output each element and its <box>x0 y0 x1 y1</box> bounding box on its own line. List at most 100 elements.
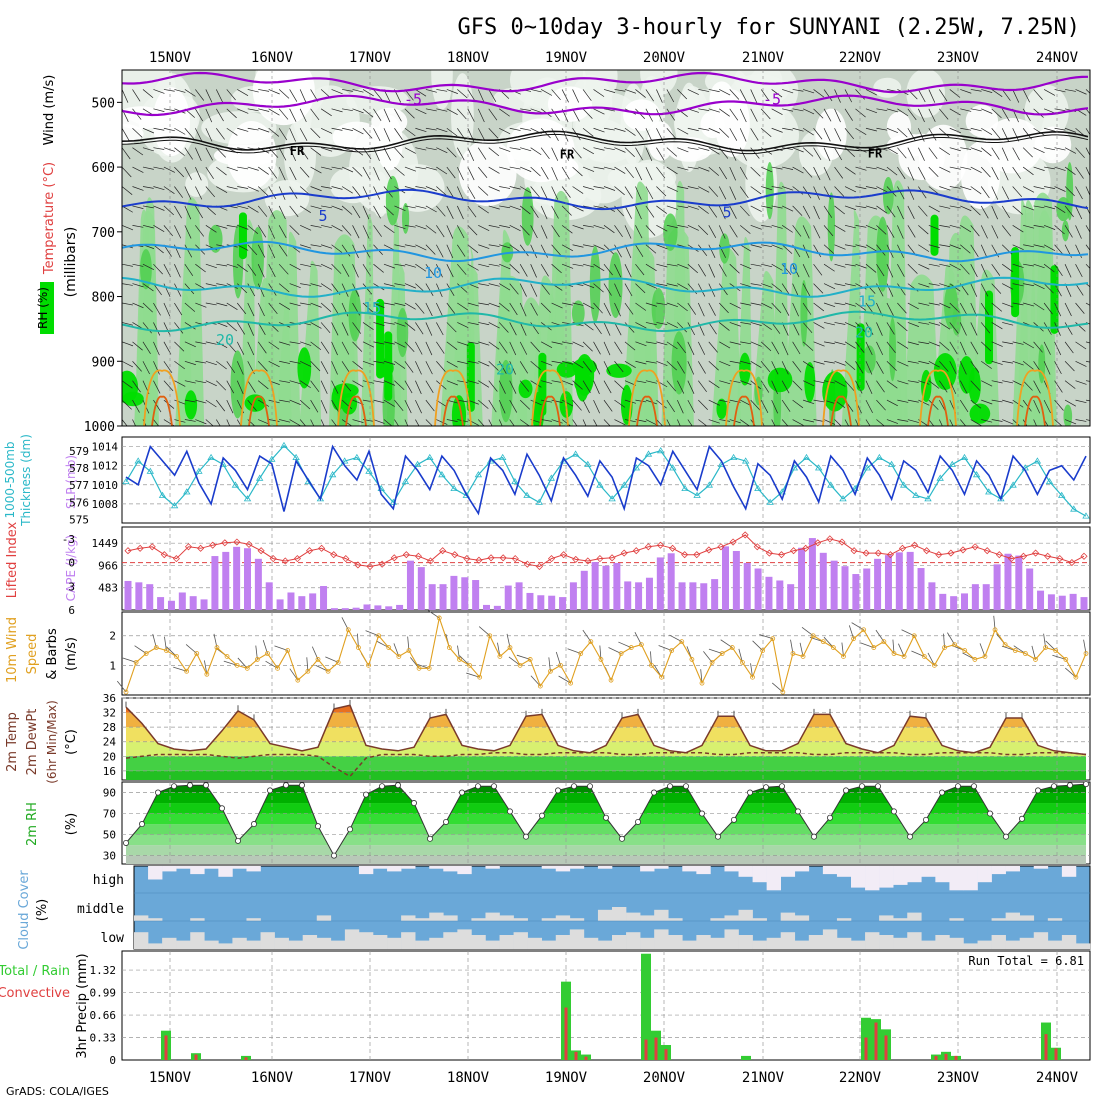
wind-barb <box>1085 166 1090 177</box>
wind-barb <box>436 302 443 317</box>
wind-barb <box>341 205 353 215</box>
wind-barb <box>624 147 635 158</box>
wind10-point <box>608 677 614 683</box>
cloud-bar <box>1061 935 1077 949</box>
cloud-bar <box>724 929 739 949</box>
wind10-point <box>204 671 210 677</box>
wind-barb <box>635 244 644 257</box>
cloud-bar <box>148 943 163 949</box>
rh-wet-blob <box>876 216 890 292</box>
wind-barb <box>258 419 270 425</box>
wind-barb <box>656 166 666 179</box>
rh-point <box>859 783 866 790</box>
cloud-bar <box>401 915 416 921</box>
wind-barb <box>666 186 678 192</box>
wind-barb <box>1075 360 1087 367</box>
wind-barb <box>425 186 437 192</box>
wind-barb <box>394 399 404 412</box>
cape-bar <box>645 577 653 610</box>
wind-barb <box>1022 341 1035 349</box>
rh-point <box>170 783 177 790</box>
wind-barb <box>918 263 930 270</box>
precip-total-bar <box>741 1055 751 1060</box>
wind-barb <box>802 205 811 219</box>
wind-barb <box>792 419 804 426</box>
wind-barb <box>981 127 993 135</box>
cape-bar <box>526 592 534 610</box>
wind-barb <box>750 89 758 103</box>
wind-barb <box>394 205 406 212</box>
rh-wet-blob <box>1063 404 1073 426</box>
wind-barb <box>771 186 783 189</box>
wind-barb <box>750 166 761 177</box>
wind-barb <box>195 302 207 308</box>
wind-barb <box>478 380 490 388</box>
wind-barb <box>205 399 217 408</box>
wind-barb <box>792 264 800 278</box>
rh-dry-blob <box>873 77 902 98</box>
cape-tick-label: 1449 <box>92 537 119 550</box>
wind-barb <box>216 166 227 176</box>
li-point <box>705 546 713 554</box>
wind-barb <box>823 108 832 122</box>
wind-barb <box>488 341 500 350</box>
wind-barb <box>750 186 762 195</box>
wind10-point <box>901 654 907 659</box>
rh-very-dry-blob <box>547 86 593 122</box>
rh-wet-blob <box>140 248 152 290</box>
wind-barb <box>289 380 301 385</box>
wind-barb <box>446 322 457 333</box>
wind-barb <box>289 341 301 345</box>
wind-barb <box>520 166 532 172</box>
rh-point <box>314 823 321 830</box>
wind-barb <box>488 147 500 157</box>
wind-barb <box>687 419 693 426</box>
day-label-top: 21NOV <box>742 50 785 66</box>
wind-barb <box>383 205 394 216</box>
wind-barb <box>918 360 930 365</box>
wind-barb <box>719 128 730 138</box>
wind-barb <box>708 380 720 389</box>
wind-barb <box>394 225 406 230</box>
wind-barb <box>195 263 206 273</box>
wind-barb <box>1002 322 1014 326</box>
wind-barb <box>991 341 1003 347</box>
cloud-bar <box>373 866 388 869</box>
wind10-point <box>1002 642 1008 648</box>
wind-barb <box>614 186 625 196</box>
li-point <box>172 555 180 563</box>
wind-barb <box>792 341 801 355</box>
wind-barb <box>928 205 940 213</box>
wind-barb <box>247 244 258 256</box>
wind-barb <box>813 380 825 384</box>
wind-barb <box>551 147 559 161</box>
wind-barb <box>1033 283 1045 290</box>
cloud-bar <box>499 915 514 921</box>
cloud-bar <box>597 866 613 869</box>
wind-barb <box>593 205 605 209</box>
wind-barb <box>236 341 245 355</box>
wind-barb <box>1043 263 1055 273</box>
wind-barb <box>551 225 560 238</box>
wind-barb <box>394 283 406 286</box>
wind-barb <box>299 225 312 231</box>
wind-barb <box>122 322 134 326</box>
cloud-bar <box>752 866 767 883</box>
wind-barb <box>226 419 231 426</box>
wind-barb <box>645 166 653 181</box>
wind-barb <box>446 225 454 239</box>
wind-barb <box>1022 360 1034 370</box>
wind-barb <box>802 302 812 315</box>
wind-barb <box>1001 225 1012 237</box>
wind-barb <box>415 244 427 251</box>
wind-barb <box>572 341 584 348</box>
wind-barb <box>844 108 853 121</box>
wind-barb <box>153 302 161 316</box>
wind-barb <box>635 360 647 365</box>
wind-barb <box>645 225 656 236</box>
wind-barb <box>310 205 322 210</box>
wind10-point <box>820 639 826 645</box>
cloud-bar <box>710 918 725 921</box>
wind-barb <box>781 380 790 394</box>
